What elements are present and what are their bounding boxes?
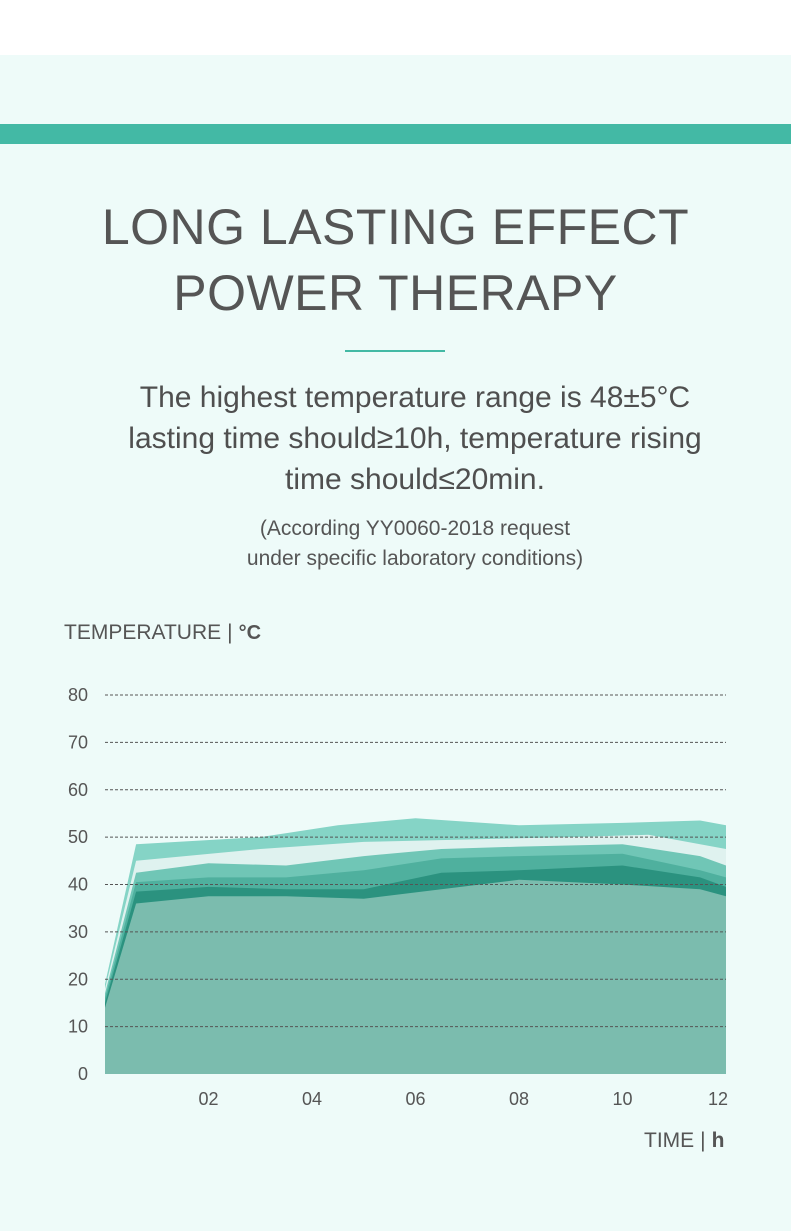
y-tick-30: 30 — [68, 922, 88, 942]
y-tick-10: 10 — [68, 1017, 88, 1037]
accent-bar — [0, 124, 791, 144]
y-tick-80: 80 — [68, 685, 88, 705]
x-tick-10: 10 — [612, 1089, 632, 1109]
x-tick-06: 06 — [405, 1089, 425, 1109]
area-series-group — [105, 818, 726, 1074]
y-tick-labels: 0 10 20 30 40 50 60 70 80 — [68, 685, 88, 1084]
y-axis-title: TEMPERATURE | °C — [64, 619, 261, 647]
x-axis-separator: | — [700, 1129, 706, 1152]
grid-lines — [105, 694, 726, 1028]
y-tick-50: 50 — [68, 827, 88, 847]
y-axis-label: TEMPERATURE — [64, 621, 222, 644]
x-tick-02: 02 — [198, 1089, 218, 1109]
note-line-2: under specific laboratory conditions) — [246, 547, 584, 570]
y-tick-60: 60 — [68, 780, 88, 800]
x-tick-08: 08 — [509, 1089, 529, 1109]
description-line-1: The highest temperature range is 48±5°C — [139, 381, 691, 414]
x-axis-label: TIME — [644, 1129, 695, 1152]
y-axis-separator: | — [227, 621, 233, 644]
area-series-6 — [105, 879, 726, 1074]
x-axis-unit: h — [711, 1129, 725, 1152]
note-line-1: (According YY0060-2018 request — [259, 517, 571, 540]
y-tick-0: 0 — [78, 1064, 88, 1084]
title-divider — [345, 350, 445, 352]
description-line-2: lasting time should≥10h, temperature ris… — [128, 422, 702, 455]
x-axis-title: TIME | h — [644, 1127, 724, 1155]
y-axis-unit: °C — [238, 622, 262, 644]
x-tick-labels: 02 04 06 08 10 12 — [198, 1089, 728, 1109]
title-line-2: POWER THERAPY — [173, 265, 618, 321]
y-tick-70: 70 — [68, 732, 88, 752]
x-tick-12: 12 — [708, 1089, 728, 1109]
title-line-1: LONG LASTING EFFECT — [101, 199, 690, 255]
y-tick-20: 20 — [68, 969, 88, 989]
description-line-3: time should≤20min. — [285, 463, 545, 496]
y-tick-40: 40 — [68, 875, 88, 895]
x-tick-04: 04 — [302, 1089, 322, 1109]
